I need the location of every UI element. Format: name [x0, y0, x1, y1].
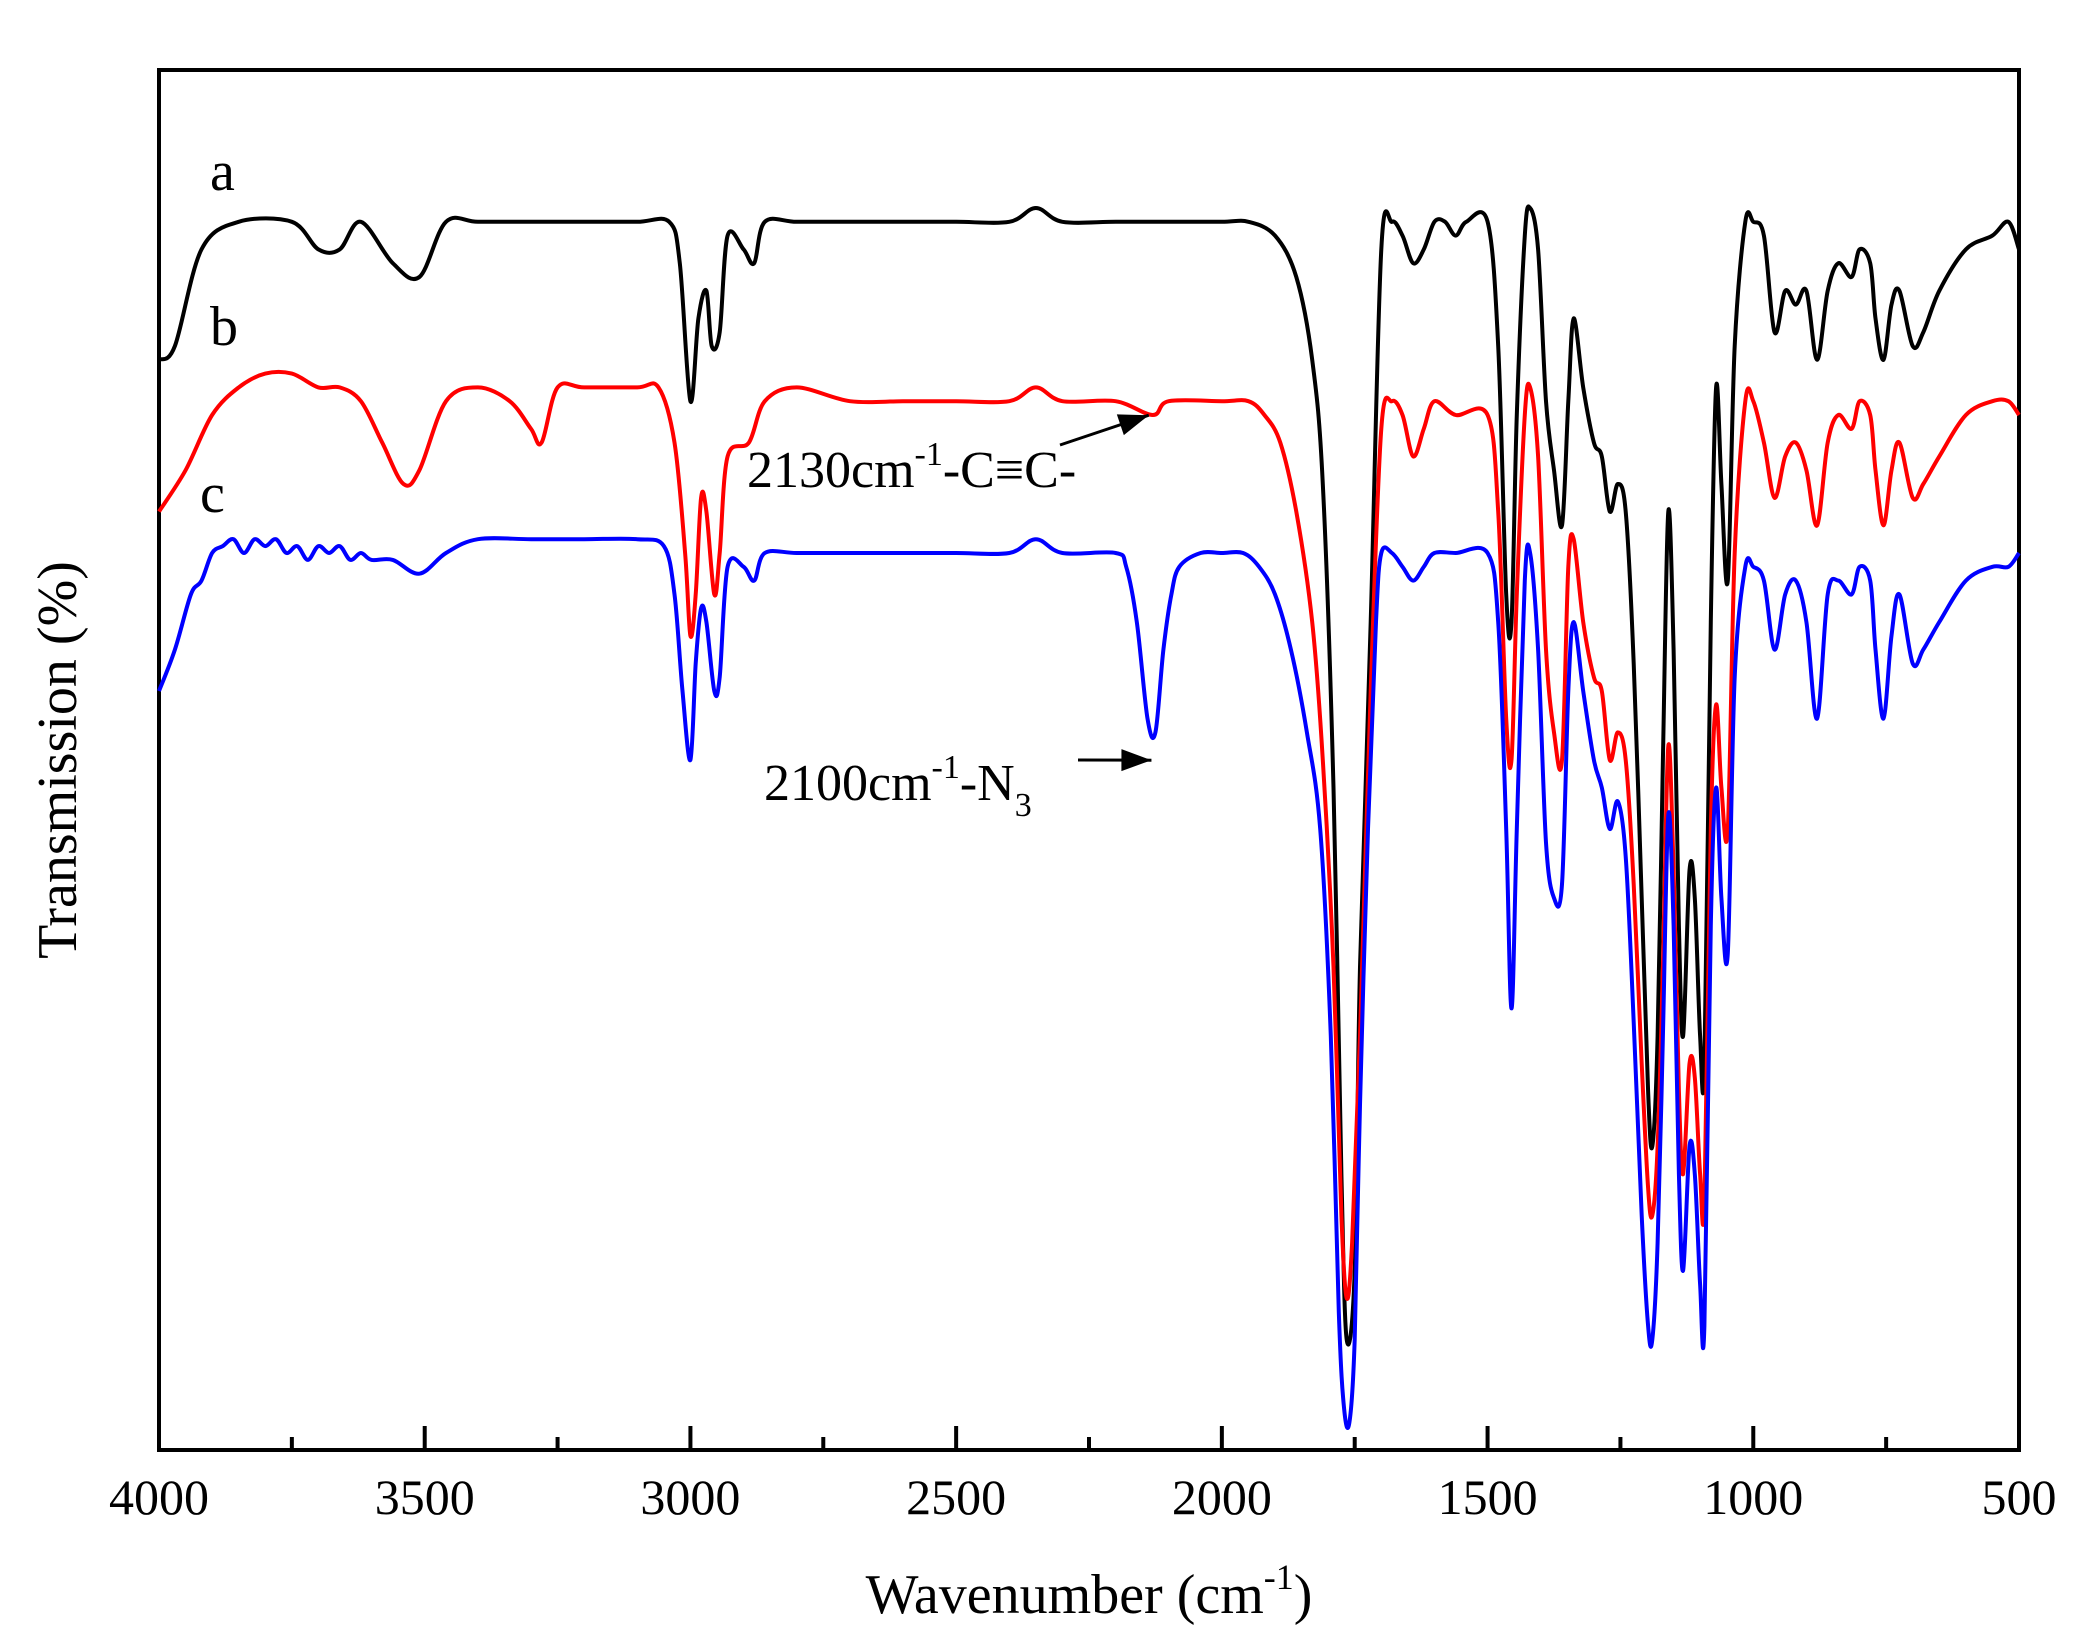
annotation-arrow-head-0 [1116, 414, 1149, 436]
series-line-a [157, 204, 2021, 1347]
annotation-alkyne-sup: -1 [915, 436, 943, 473]
series-label-a: a [210, 141, 235, 203]
x-tick-label-3500: 3500 [375, 1469, 475, 1525]
annotations: 2130cm-1-C≡C- 2100cm-1-N3 [747, 413, 1152, 824]
x-tick-label-500: 500 [1982, 1469, 2057, 1525]
series-line-c [157, 536, 2021, 1430]
x-tick-label-2500: 2500 [906, 1469, 1006, 1525]
annotation-azide-sub: 3 [1015, 787, 1032, 824]
x-axis-title: Wavenumber (cm-1) [866, 1557, 1313, 1626]
x-axis-title-text: Wavenumber (cm [866, 1564, 1264, 1626]
x-axis-ticks: 4000 3500 3000 2500 2000 1500 1000 500 [109, 1426, 2057, 1525]
x-axis-title-sup: -1 [1264, 1557, 1294, 1597]
x-tick-label-3000: 3000 [640, 1469, 740, 1525]
annotation-azide-label: 2100cm-1-N3 [764, 749, 1032, 824]
x-tick-label-1000: 1000 [1703, 1469, 1803, 1525]
annotation-azide-text: 2100cm [764, 755, 932, 812]
series-curves [157, 204, 2021, 1430]
annotation-alkyne-tail: -C≡C- [943, 442, 1076, 499]
x-tick-label-4000: 4000 [109, 1469, 209, 1525]
series-label-c: c [200, 463, 225, 525]
series-line-b [157, 369, 2021, 1301]
annotation-alkyne-label: 2130cm-1-C≡C- [747, 436, 1076, 499]
annotation-alkyne-text: 2130cm [747, 442, 915, 499]
x-tick-label-1500: 1500 [1438, 1469, 1538, 1525]
series-label-b: b [210, 296, 238, 358]
annotation-azide-sup: -1 [932, 749, 960, 786]
x-tick-label-2000: 2000 [1172, 1469, 1272, 1525]
annotation-arrows [1059, 413, 1152, 772]
y-axis-title: Transmission (%) [27, 561, 89, 959]
series-labels: a b c [200, 141, 238, 525]
annotation-azide-tail: -N [960, 755, 1015, 812]
x-axis-title-tail: ) [1294, 1564, 1313, 1626]
annotation-arrow-head-1 [1121, 749, 1152, 772]
